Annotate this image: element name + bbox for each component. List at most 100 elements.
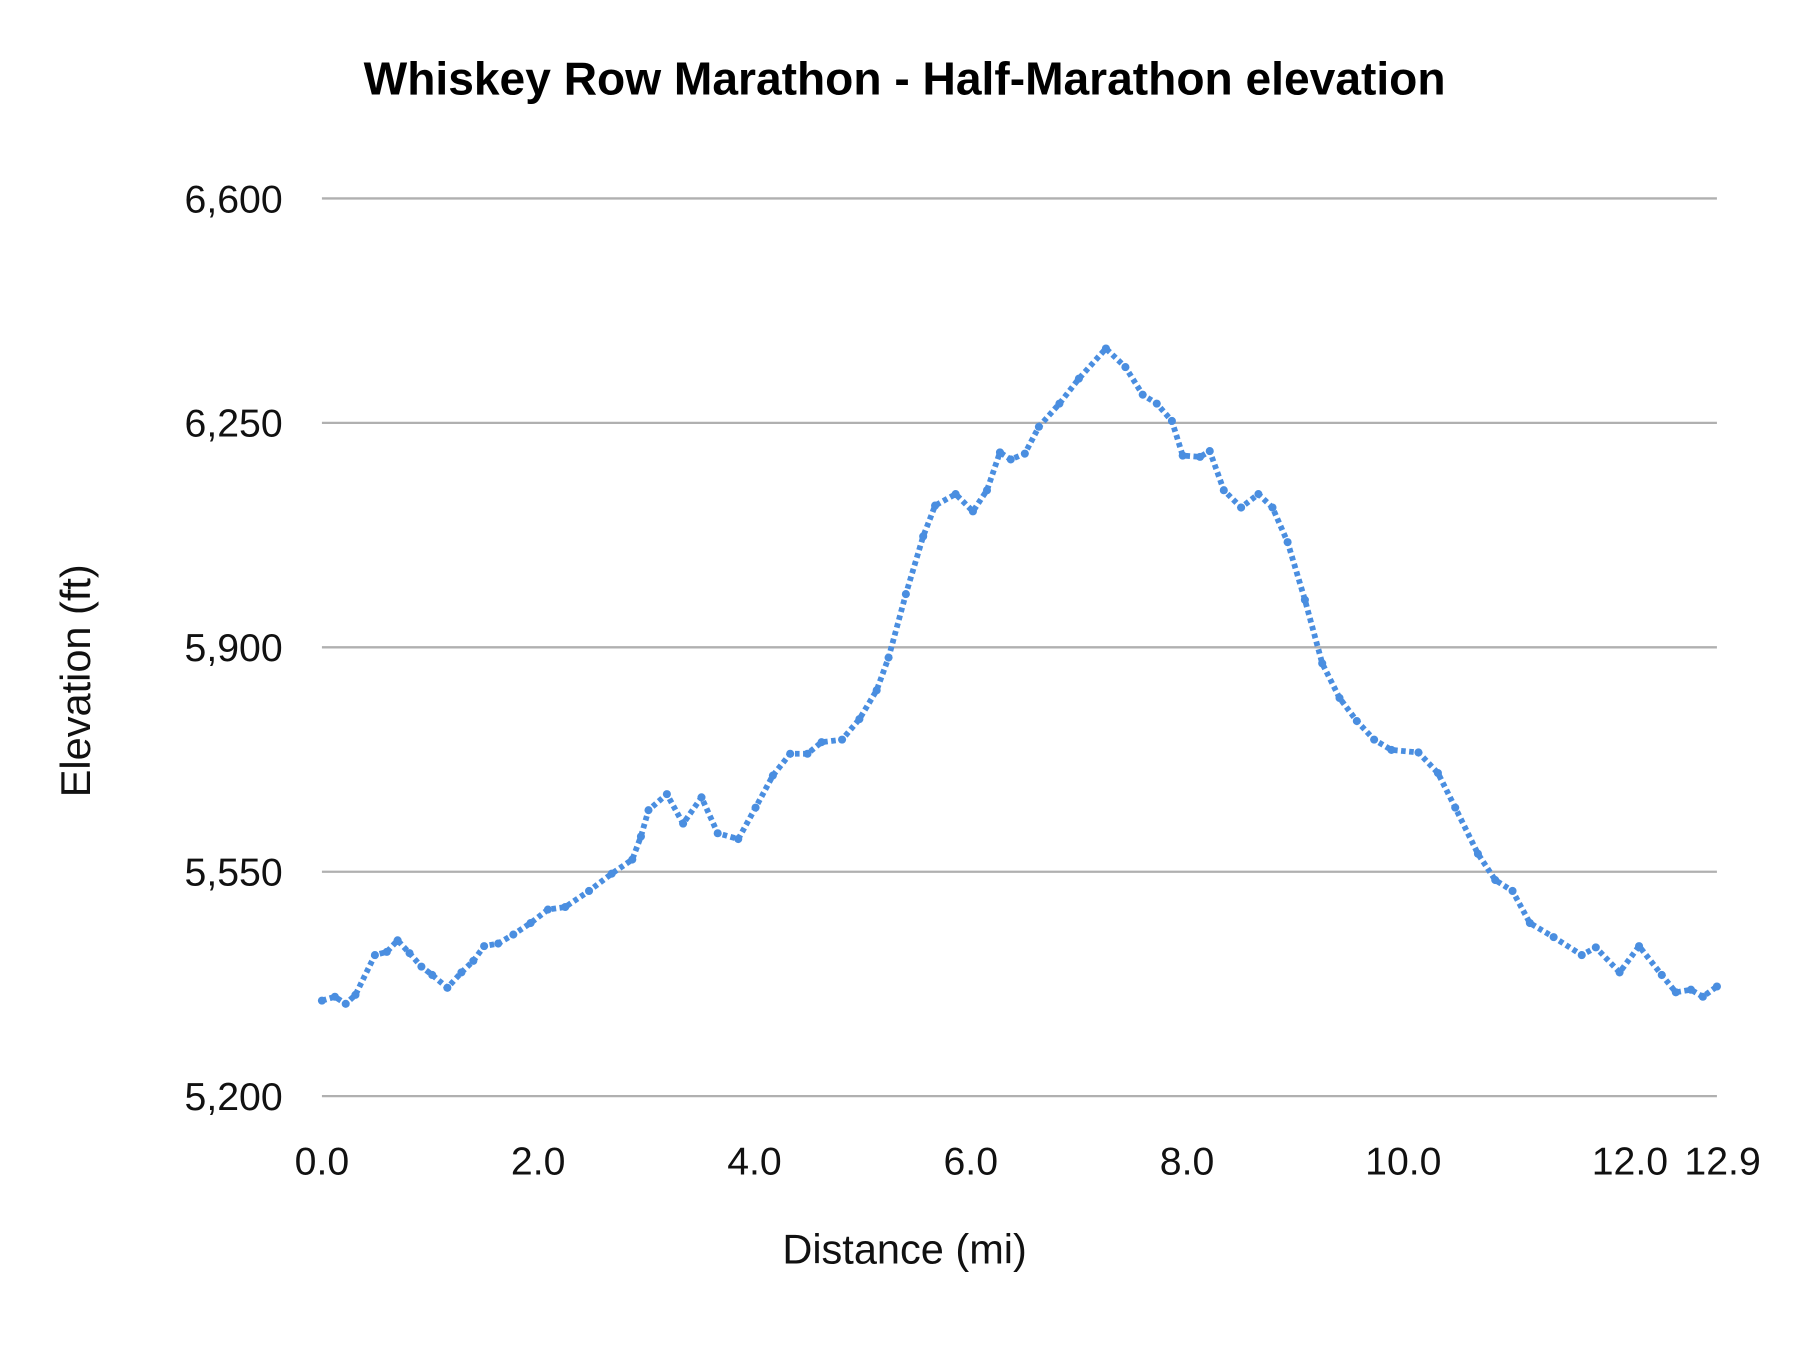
data-point — [543, 905, 552, 914]
data-point — [951, 490, 960, 499]
data-point — [1121, 363, 1130, 372]
data-point — [584, 886, 594, 896]
data-point — [803, 749, 812, 758]
data-point — [1577, 951, 1586, 960]
data-point — [1205, 447, 1214, 456]
data-point — [1020, 449, 1029, 458]
data-point — [1335, 693, 1344, 703]
data-point — [607, 869, 616, 878]
data-point — [768, 771, 777, 780]
data-point — [872, 686, 881, 695]
data-point — [393, 936, 402, 945]
data-point — [382, 947, 391, 956]
data-point — [751, 803, 760, 812]
x-tick-label: 8.0 — [1160, 1140, 1215, 1184]
data-point — [1178, 451, 1187, 460]
data-point — [1167, 416, 1176, 425]
data-point — [405, 949, 414, 958]
x-tick-label: 2.0 — [511, 1140, 566, 1184]
data-point — [919, 532, 928, 541]
y-axis-ticks: 5,200 5,550 5,900 6,250 6,600 — [185, 177, 283, 1119]
data-point — [838, 735, 847, 744]
elevation-series — [317, 344, 1721, 1008]
gridlines — [321, 197, 1717, 1098]
data-point — [884, 653, 893, 662]
data-point — [995, 448, 1004, 457]
data-point — [417, 962, 426, 971]
data-point — [628, 855, 637, 864]
x-tick-label: 12.0 — [1592, 1140, 1668, 1184]
x-tick-label: 10.0 — [1365, 1140, 1441, 1184]
x-tick-label: 4.0 — [727, 1140, 782, 1184]
data-point — [1300, 595, 1309, 604]
data-point — [855, 715, 864, 724]
x-tick-label: 6.0 — [943, 1140, 998, 1184]
data-point — [370, 951, 379, 960]
chart-title: Whiskey Row Marathon - Half-Marathon ele… — [364, 53, 1446, 105]
data-point — [1195, 452, 1205, 461]
data-point — [713, 829, 722, 838]
data-point — [1370, 735, 1379, 744]
data-point — [1508, 886, 1517, 896]
x-axis-ticks: 0.0 2.0 4.0 6.0 8.0 10.0 12.0 12.9 — [295, 1140, 1761, 1184]
data-point — [734, 834, 743, 844]
data-point — [931, 501, 940, 510]
data-point — [679, 819, 688, 828]
data-point — [644, 806, 653, 815]
y-tick-label: 6,600 — [185, 177, 283, 221]
data-point — [1591, 943, 1600, 952]
elevation-line — [321, 345, 1719, 1007]
data-point — [561, 902, 570, 912]
data-point — [1712, 982, 1721, 991]
data-point — [428, 970, 437, 980]
y-tick-label: 5,550 — [185, 851, 283, 895]
x-axis-label: Distance (mi) — [782, 1225, 1027, 1272]
data-point — [662, 790, 671, 799]
y-tick-label: 6,250 — [185, 402, 283, 446]
data-point — [457, 968, 466, 977]
data-point — [1268, 503, 1277, 512]
data-point — [351, 990, 360, 999]
data-point — [1006, 455, 1015, 464]
data-point — [330, 992, 339, 1001]
data-point — [1283, 538, 1292, 547]
data-point — [786, 749, 795, 758]
data-point — [1433, 768, 1442, 778]
y-axis-label: Elevation (ft) — [52, 564, 99, 797]
data-point — [1101, 344, 1110, 353]
data-point — [1671, 988, 1680, 997]
data-point — [1615, 968, 1624, 977]
data-point — [1549, 933, 1558, 942]
data-point — [1352, 717, 1361, 726]
data-point — [968, 507, 977, 516]
data-point — [817, 738, 826, 747]
data-point — [1152, 399, 1161, 408]
x-tick-label: 12.9 — [1684, 1140, 1760, 1184]
data-point — [1698, 992, 1707, 1001]
y-tick-label: 5,200 — [185, 1075, 283, 1119]
data-point — [1237, 503, 1246, 512]
data-point — [1318, 659, 1327, 668]
data-point — [494, 939, 503, 948]
data-point — [1219, 486, 1228, 495]
data-point — [469, 956, 478, 965]
y-tick-label: 5,900 — [185, 626, 283, 670]
data-point — [697, 793, 706, 802]
data-point — [1686, 985, 1696, 994]
data-point — [1635, 942, 1644, 951]
data-point — [1657, 970, 1666, 980]
data-point — [1451, 803, 1460, 812]
data-point — [443, 983, 452, 992]
data-point — [1473, 849, 1482, 858]
data-point — [526, 918, 535, 928]
data-point — [1491, 876, 1500, 885]
data-point — [982, 486, 992, 495]
data-point — [317, 996, 326, 1005]
data-point — [1387, 745, 1396, 754]
data-point — [1254, 490, 1263, 499]
data-point — [1034, 422, 1043, 431]
data-point — [509, 930, 518, 939]
x-tick-label: 0.0 — [295, 1140, 350, 1184]
data-point — [1074, 374, 1083, 383]
